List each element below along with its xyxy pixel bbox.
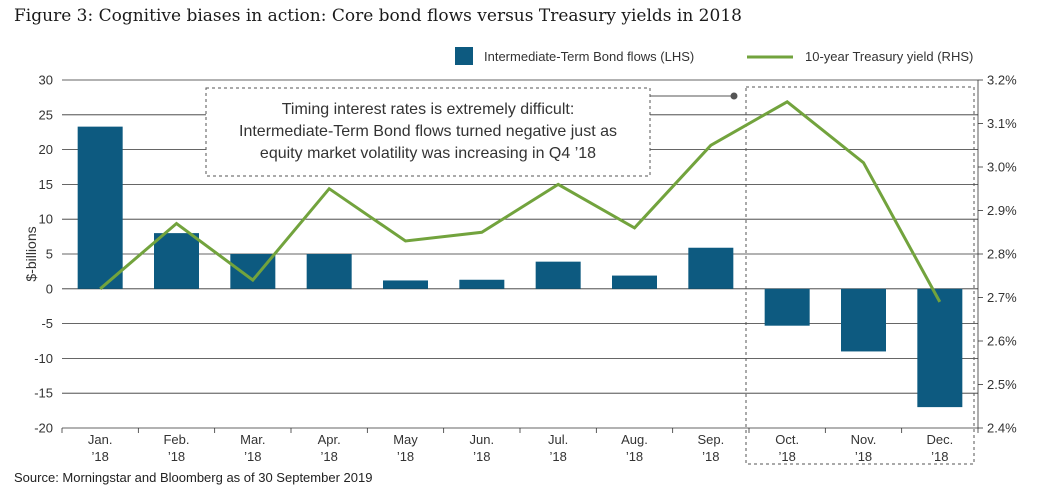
x-tick-year-label: ’18 [778,449,795,464]
bar [154,233,199,289]
x-tick-label: Aug. [621,432,648,447]
bar [612,275,657,289]
x-tick-year-label: ’18 [855,449,872,464]
annotation-box [205,87,651,177]
y2-tick-label: 2.7% [987,290,1017,305]
x-tick-label: Dec. [926,432,953,447]
annotation-text-line: Intermediate-Term Bond flows turned nega… [239,123,617,140]
bar [306,254,352,289]
y2-tick-label: 3.2% [987,73,1017,88]
x-tick-label: Nov. [851,432,877,447]
bar [841,288,886,352]
annotation-text-line: equity market volatility was increasing … [260,145,596,162]
annotation-connector-dot [730,92,738,100]
x-tick-year-label: ’18 [702,449,719,464]
y-axis-label: $-billions [23,226,39,281]
x-tick-year-label: ’18 [626,449,643,464]
x-tick-year-label: ’18 [549,449,566,464]
x-tick-year-label: ’18 [91,449,108,464]
y-tick-label: 25 [39,107,53,122]
bar [764,288,810,326]
y-tick-label: 0 [46,281,53,296]
y-tick-label: -15 [34,386,53,401]
y2-tick-label: 3.0% [987,160,1017,175]
y2-tick-label: 2.4% [987,421,1017,436]
y-tick-label: 5 [46,247,53,262]
bar [459,279,505,289]
x-tick-label: Mar. [240,432,265,447]
legend-label-line: 10-year Treasury yield (RHS) [805,49,973,64]
legend-label-bar: Intermediate-Term Bond flows (LHS) [484,49,694,64]
y2-tick-label: 2.5% [987,377,1017,392]
x-tick-label: Apr. [318,432,341,447]
y-tick-label: 20 [39,142,53,157]
x-tick-year-label: ’18 [931,449,948,464]
y2-tick-label: 2.6% [987,334,1017,349]
treasury-yield-line [99,99,942,303]
bar [917,288,963,408]
bar [77,126,123,289]
y-tick-label: 30 [39,73,53,88]
bar [688,247,734,289]
y2-tick-label: 3.1% [987,116,1017,131]
legend-swatch-bar [455,47,473,65]
x-tick-label: Jun. [470,432,495,447]
x-tick-label: Feb. [163,432,189,447]
bar [383,280,428,289]
x-tick-year-label: ’18 [244,449,261,464]
x-tick-label: Oct. [775,432,799,447]
x-tick-label: Jul. [548,432,568,447]
bar [535,261,581,289]
y2-tick-label: 2.8% [987,247,1017,262]
x-tick-year-label: ’18 [168,449,185,464]
source-note: Source: Morningstar and Bloomberg as of … [14,470,373,485]
y-tick-label: -5 [41,316,53,331]
x-tick-label: Jan. [88,432,113,447]
y-tick-label: 15 [39,177,53,192]
y2-tick-label: 2.9% [987,203,1017,218]
q4-highlight-box [745,86,975,465]
x-tick-year-label: ’18 [473,449,490,464]
x-tick-label: May [393,432,418,447]
annotation-text-line: Timing interest rates is extremely diffi… [282,101,575,118]
y-tick-label: -10 [34,351,53,366]
y-tick-label: -20 [34,421,53,436]
chart-title: Figure 3: Cognitive biases in action: Co… [14,6,742,26]
x-tick-label: Sep. [697,432,724,447]
y-tick-label: 10 [39,212,53,227]
x-tick-year-label: ’18 [320,449,337,464]
x-tick-year-label: ’18 [397,449,414,464]
